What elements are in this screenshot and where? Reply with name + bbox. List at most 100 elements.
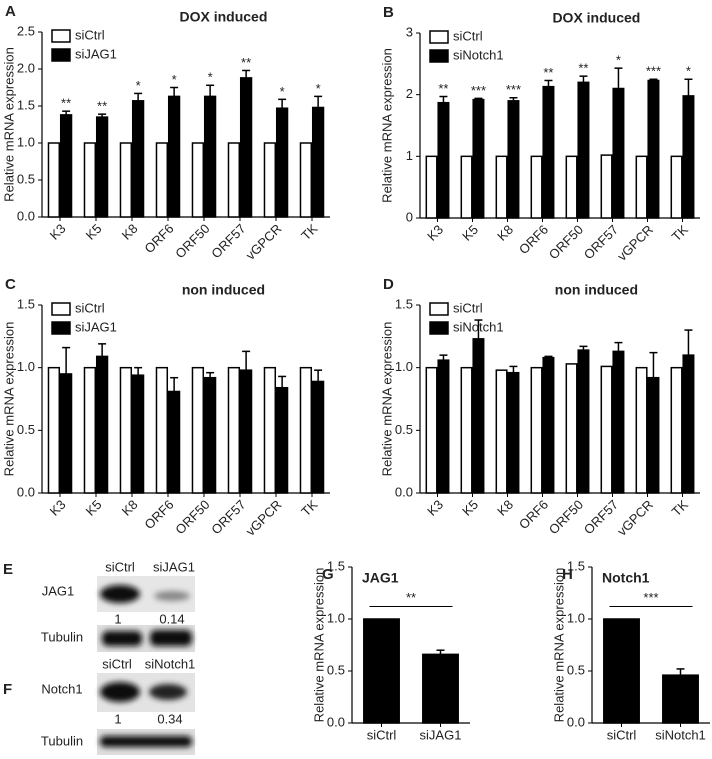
x-tick-label: ORF57 (581, 222, 621, 262)
bar (155, 366, 169, 494)
legend-label: siNotch1 (453, 47, 504, 62)
x-tick-label: vGPCR (243, 497, 285, 539)
x-tick-label: K8 (494, 497, 516, 519)
x-tick-label: K5 (83, 497, 105, 519)
bar (662, 674, 699, 724)
quantification: 1 (114, 711, 121, 726)
y-tick-label: 1.0 (17, 134, 35, 149)
y-tick-label: 1.5 (395, 296, 413, 311)
significance: *** (506, 82, 521, 97)
x-tick-label: TK (669, 222, 692, 245)
quantification: 0.34 (157, 711, 182, 726)
y-tick-label: 0.0 (567, 714, 585, 729)
blot-band (149, 684, 187, 700)
bar (437, 101, 450, 219)
bar (600, 365, 613, 494)
x-tick-label: vGPCR (614, 497, 656, 539)
y-tick-label: 3 (406, 24, 413, 39)
y-tick-label: 0 (406, 209, 413, 224)
x-tick-label: ORF50 (546, 222, 586, 262)
legend-swatch (51, 29, 71, 43)
y-tick-label: 1.5 (17, 97, 35, 112)
panel-letter: D (383, 276, 394, 293)
x-tick-label: TK (298, 497, 321, 520)
significance: ** (543, 65, 553, 80)
x-tick-label: K5 (459, 497, 481, 519)
significance: * (280, 84, 285, 99)
lane-label: siCtrl (105, 559, 135, 574)
bar (47, 142, 61, 218)
y-tick-label: 1.5 (567, 558, 585, 573)
bar (263, 142, 277, 218)
bar (542, 85, 555, 219)
bar (119, 366, 133, 494)
y-tick-label: 1.5 (327, 558, 345, 573)
bar (311, 106, 325, 218)
bar (495, 369, 508, 494)
significance: ** (97, 99, 107, 114)
legend-label: siJAG1 (75, 319, 117, 334)
bar (670, 155, 683, 219)
bar (131, 100, 145, 218)
blot-loading: Tubulin (41, 733, 83, 748)
blot-loading: Tubulin (41, 629, 83, 644)
x-tick-label: K5 (83, 221, 105, 243)
legend-label: siCtrl (75, 300, 105, 315)
significance: * (686, 64, 691, 79)
y-axis-label: Relative mRNA expression (1, 47, 16, 202)
legend-swatch (429, 49, 449, 63)
bar (635, 366, 648, 494)
y-tick-label: 0.5 (17, 171, 35, 186)
significance: * (172, 72, 177, 87)
bar (83, 142, 97, 218)
y-tick-label: 2.0 (17, 60, 35, 75)
significance: *** (643, 590, 658, 605)
y-tick-label: 0.5 (17, 422, 35, 437)
bar (131, 374, 145, 494)
quantification: 1 (114, 611, 121, 626)
bar (612, 350, 625, 494)
bar (275, 107, 289, 218)
blot-band (100, 682, 140, 702)
x-tick-label: ORF50 (546, 497, 586, 537)
panel-letter: C (5, 276, 16, 293)
blot-band (154, 591, 190, 601)
y-tick-label: 0.5 (327, 662, 345, 677)
blot-e: E siCtrl siJAG1 JAG1 1 0.14 Tubulin (3, 559, 195, 652)
significance: ** (438, 81, 448, 96)
bar (203, 376, 217, 494)
y-tick-label: 2.5 (17, 23, 35, 38)
x-tick-label: TK (298, 221, 321, 244)
lane-label: siJAG1 (153, 559, 195, 574)
bar (47, 366, 61, 494)
x-tick-label: ORF57 (208, 497, 248, 537)
y-tick-label: 0.5 (567, 662, 585, 677)
bar (299, 142, 313, 218)
bar (425, 155, 438, 219)
x-tick-label: siCtrl (367, 727, 397, 742)
x-tick-label: TK (669, 497, 692, 520)
y-tick-label: 1.0 (17, 359, 35, 374)
x-tick-label: K5 (459, 222, 481, 244)
significance: * (136, 78, 141, 93)
chart-title: DOX induced (552, 10, 640, 26)
x-tick-label: ORF57 (208, 221, 248, 261)
significance: ** (241, 55, 251, 70)
legend-swatch (51, 48, 71, 62)
x-tick-label: siCtrl (607, 727, 637, 742)
panel-letter: E (3, 561, 13, 578)
blot-band (102, 631, 142, 646)
bar (603, 618, 640, 724)
legend-label: siCtrl (75, 27, 105, 42)
bar (577, 81, 590, 219)
legend-label: siCtrl (453, 300, 483, 315)
bar (437, 359, 450, 494)
bar (203, 95, 217, 218)
blot-f: F siCtrl siNotch1 Notch1 1 0.34 Tubulin (3, 656, 195, 755)
y-tick-label: 0.5 (395, 422, 413, 437)
y-tick-label: 0.0 (17, 484, 35, 499)
bar (600, 154, 613, 219)
x-tick-label: K3 (47, 221, 69, 243)
bar (59, 373, 73, 494)
